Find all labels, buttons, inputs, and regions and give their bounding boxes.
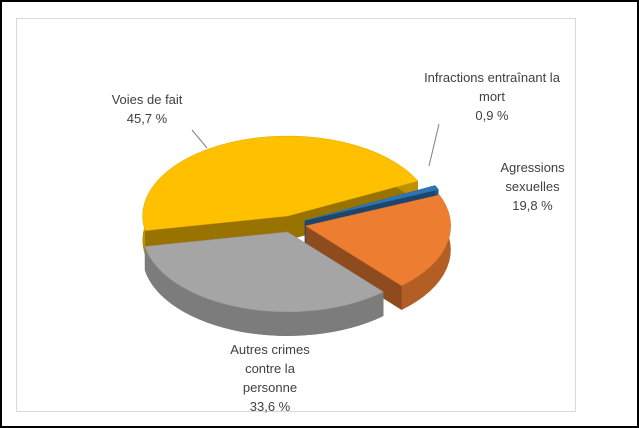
slice-label: Agressions sexuelles 19,8 % (490, 158, 575, 215)
value-label: 45,7 % (126, 111, 168, 126)
value-label: 0,9 % (475, 108, 509, 123)
slice-label: Infractions entraînant la mort 0,9 % (417, 68, 567, 125)
category-label: Agressions sexuelles (500, 160, 565, 194)
slice (144, 231, 384, 313)
category-label: Autres crimes contre la personne (230, 342, 310, 395)
category-label: Infractions entraînant la mort (424, 70, 560, 104)
slice (142, 135, 419, 231)
slice-label: Autres crimes contre la personne 33,6 % (220, 340, 320, 416)
slice-side (401, 194, 451, 310)
leader-line (428, 123, 440, 167)
value-label: 19,8 % (512, 198, 553, 213)
slice (305, 194, 451, 287)
slice (304, 185, 439, 221)
category-label: Voies de fait (111, 92, 183, 107)
leader-line (191, 129, 208, 149)
slice-label: Voies de fait 45,7 % (87, 90, 207, 128)
chart-area (16, 18, 576, 412)
value-label: 33,6 % (249, 399, 291, 414)
slice-side (144, 246, 384, 336)
